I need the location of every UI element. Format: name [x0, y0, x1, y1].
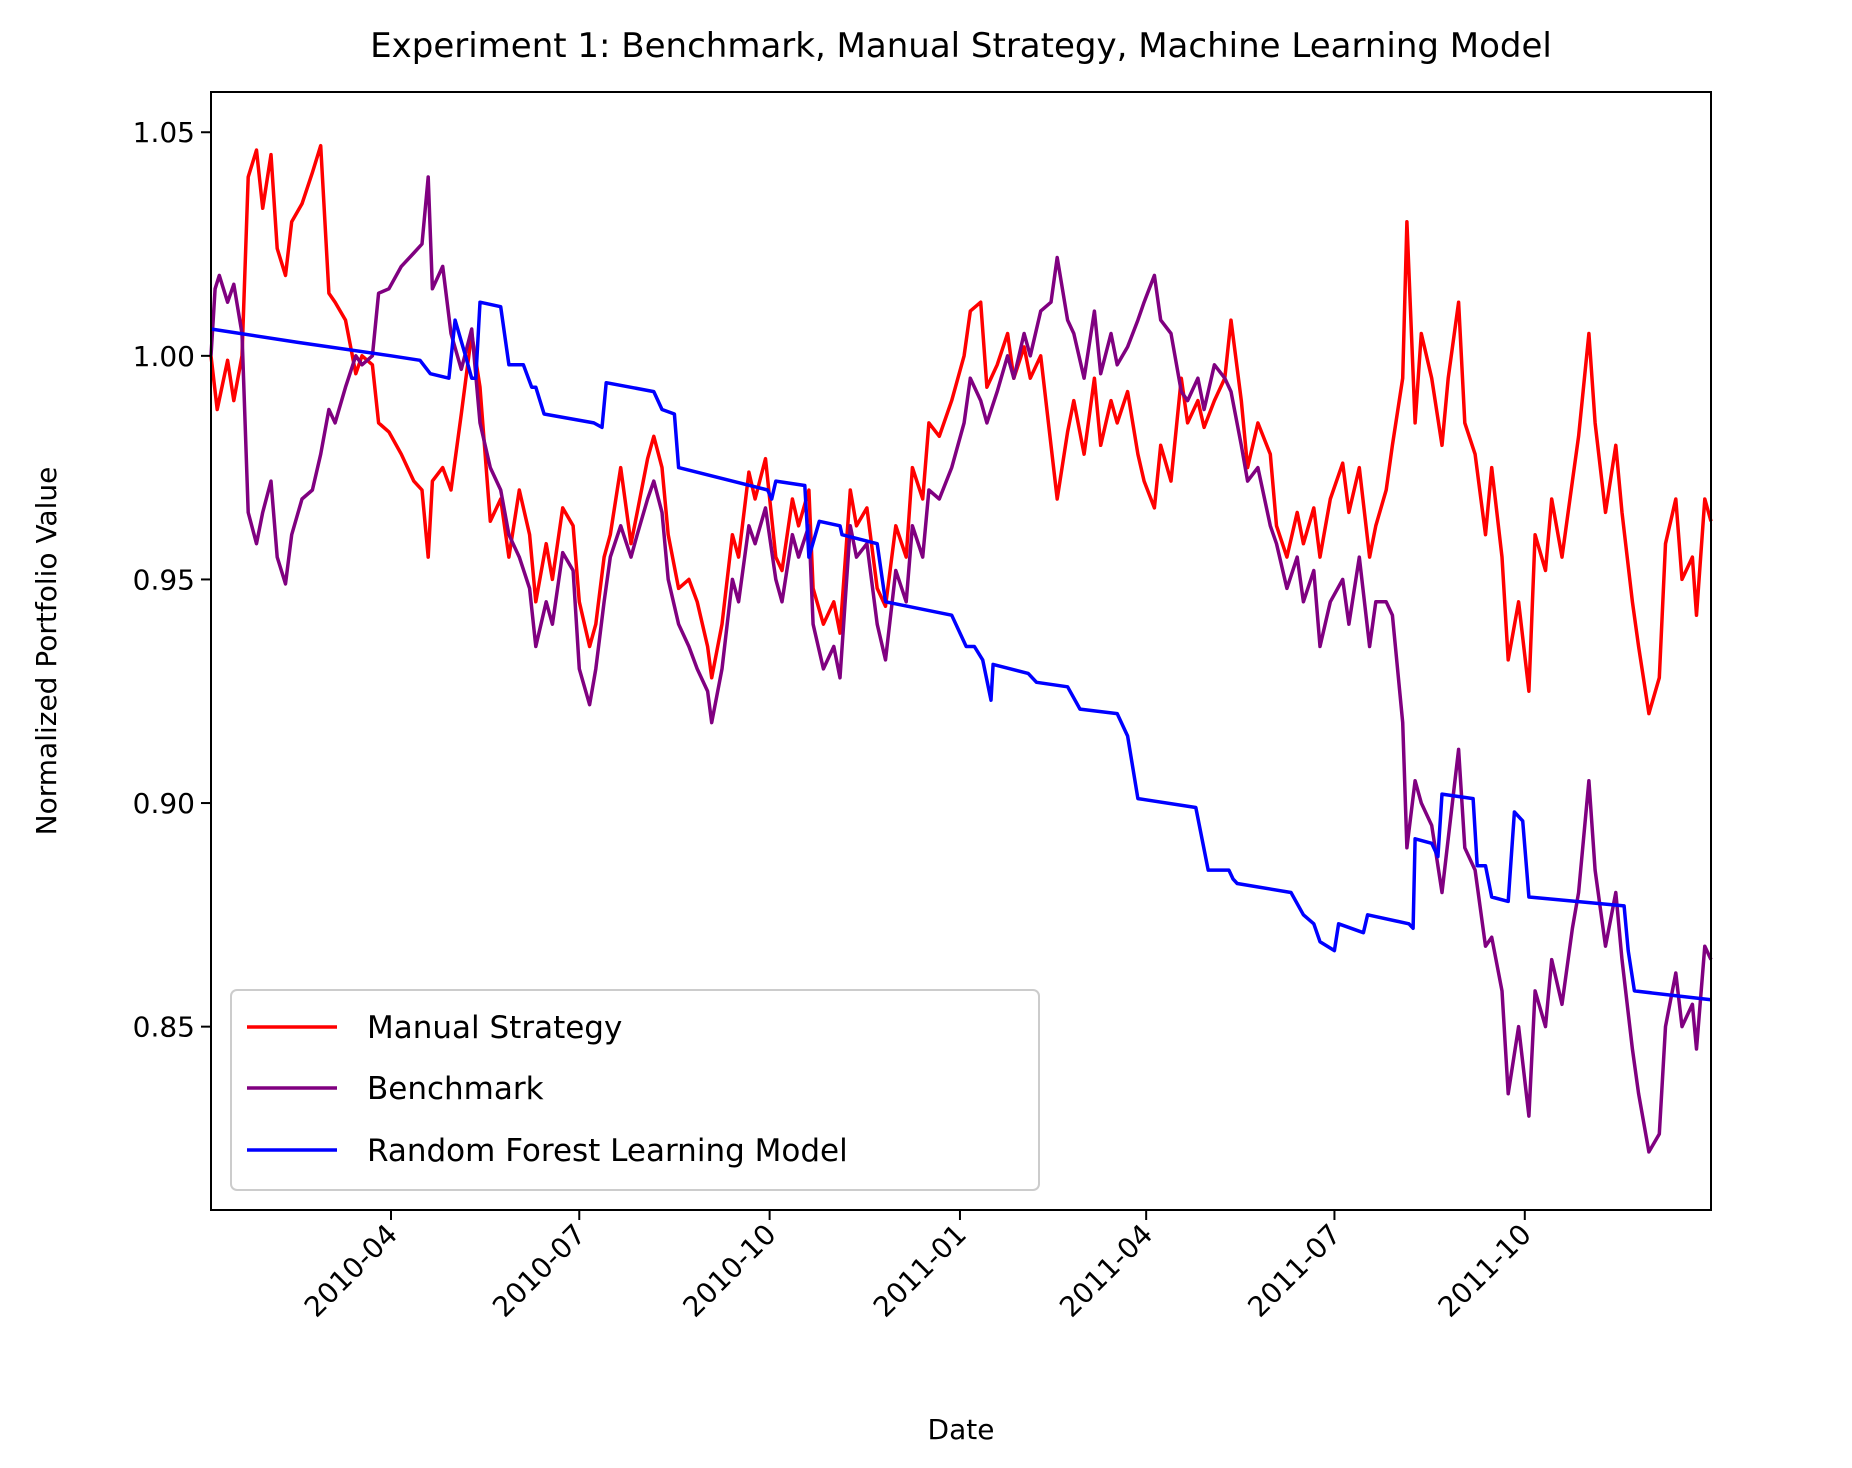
series-layer [209, 143, 1713, 1154]
legend-box [230, 989, 1040, 1191]
plot-frame [210, 91, 1712, 1211]
x-axis-label: Date [928, 1413, 995, 1446]
legend: Manual Strategy Benchmark Random Forest … [230, 989, 1040, 1191]
y-axis-label: Normalized Portfolio Value [30, 467, 63, 836]
y-tick-label: 1.00 [133, 340, 195, 373]
y-tick-label: 0.85 [133, 1011, 195, 1044]
series-line-random-forest-learning-model [210, 300, 1712, 1002]
series-line-benchmark [209, 175, 1713, 1154]
y-tick-label: 0.90 [133, 787, 195, 820]
legend-label-random-forest-learning-model: Random Forest Learning Model [367, 1133, 848, 1169]
legend-label-manual-strategy: Manual Strategy [367, 1010, 622, 1046]
y-tick-label: 0.95 [133, 563, 195, 596]
series-line-manual-strategy [209, 143, 1713, 716]
legend-label-benchmark: Benchmark [367, 1071, 544, 1107]
y-axis: 0.85 0.90 0.95 1.00 1.05 [133, 116, 211, 1044]
y-tick-label: 1.05 [133, 116, 195, 149]
chart-title: Experiment 1: Benchmark, Manual Strategy… [370, 26, 1552, 66]
